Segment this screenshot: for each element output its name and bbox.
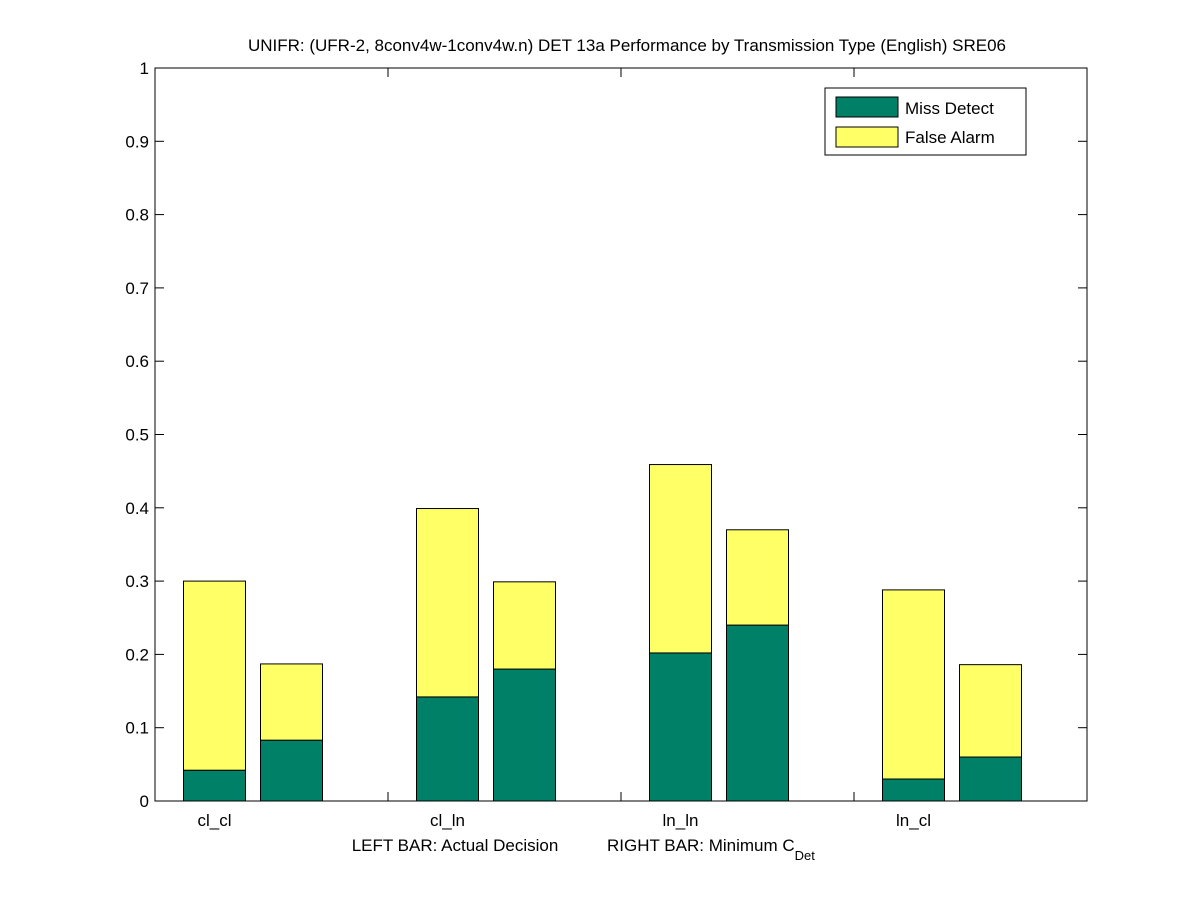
legend: Miss Detect False Alarm: [824, 87, 1027, 156]
axes-group: [154, 67, 1088, 802]
chart-title: UNIFR: (UFR-2, 8conv4w-1conv4w.n) DET 13…: [248, 36, 1006, 55]
bar-ln_ln-minimum-miss-detect: [726, 624, 789, 802]
y-tick-label: 0.8: [125, 206, 149, 225]
y-tick-label: 0.6: [125, 352, 149, 371]
y-tick-label: 0.1: [125, 719, 149, 738]
bar-ln_cl-minimum-miss-detect: [959, 756, 1022, 802]
bars-group: [183, 464, 1022, 802]
x-tick-label-cl_ln: cl_ln: [430, 811, 465, 830]
x-axis-label-right-subscript: Det: [795, 848, 816, 863]
bar-cl_ln-actual-false-alarm: [416, 508, 479, 698]
bar-ln_cl-actual-miss-detect: [882, 778, 945, 802]
y-tick-label: 0.2: [125, 645, 149, 664]
legend-swatch-false-alarm: [835, 126, 899, 148]
bar-cl_ln-minimum-miss-detect: [493, 668, 556, 802]
x-axis-label-left: LEFT BAR: Actual Decision: [352, 836, 559, 855]
bar-ln_ln-actual-false-alarm: [649, 464, 712, 654]
y-tick-labels: 0 0.1 0.2 0.3 0.4 0.5 0.6 0.7 0.8 0.9 1: [125, 59, 149, 811]
x-tick-label-cl_cl: cl_cl: [197, 811, 231, 830]
bar-cl_cl-minimum-false-alarm: [260, 663, 323, 741]
bar-ln_cl-actual-false-alarm: [882, 589, 945, 780]
y-tick-label: 0.9: [125, 132, 149, 151]
x-axis-label-right: RIGHT BAR: Minimum CDet: [607, 836, 815, 863]
x-tick-label-ln_ln: ln_ln: [663, 811, 699, 830]
bar-cl_ln-actual-miss-detect: [416, 696, 479, 802]
y-tick-label: 1: [140, 59, 149, 78]
x-axis-label-right-main: RIGHT BAR: Minimum C: [607, 836, 795, 855]
y-tick-label: 0.3: [125, 572, 149, 591]
y-tick-label: 0: [140, 792, 149, 811]
bar-cl_ln-minimum-false-alarm: [493, 581, 556, 670]
legend-swatch-miss-detect: [835, 96, 899, 118]
legend-label-miss-detect: Miss Detect: [905, 99, 994, 118]
x-tick-labels: cl_cl cl_ln ln_ln ln_cl: [197, 811, 930, 830]
y-tick-label: 0.7: [125, 279, 149, 298]
bar-ln_ln-actual-miss-detect: [649, 652, 712, 802]
bar-cl_cl-actual-false-alarm: [183, 580, 246, 771]
y-tick-label: 0.5: [125, 426, 149, 445]
legend-label-false-alarm: False Alarm: [905, 128, 995, 147]
bar-cl_cl-minimum-miss-detect: [260, 739, 323, 802]
bar-cl_cl-actual-miss-detect: [183, 769, 246, 802]
x-tick-label-ln_cl: ln_cl: [896, 811, 931, 830]
bar-ln_ln-minimum-false-alarm: [726, 529, 789, 626]
y-tick-label: 0.4: [125, 499, 149, 518]
bar-ln_cl-minimum-false-alarm: [959, 664, 1022, 758]
